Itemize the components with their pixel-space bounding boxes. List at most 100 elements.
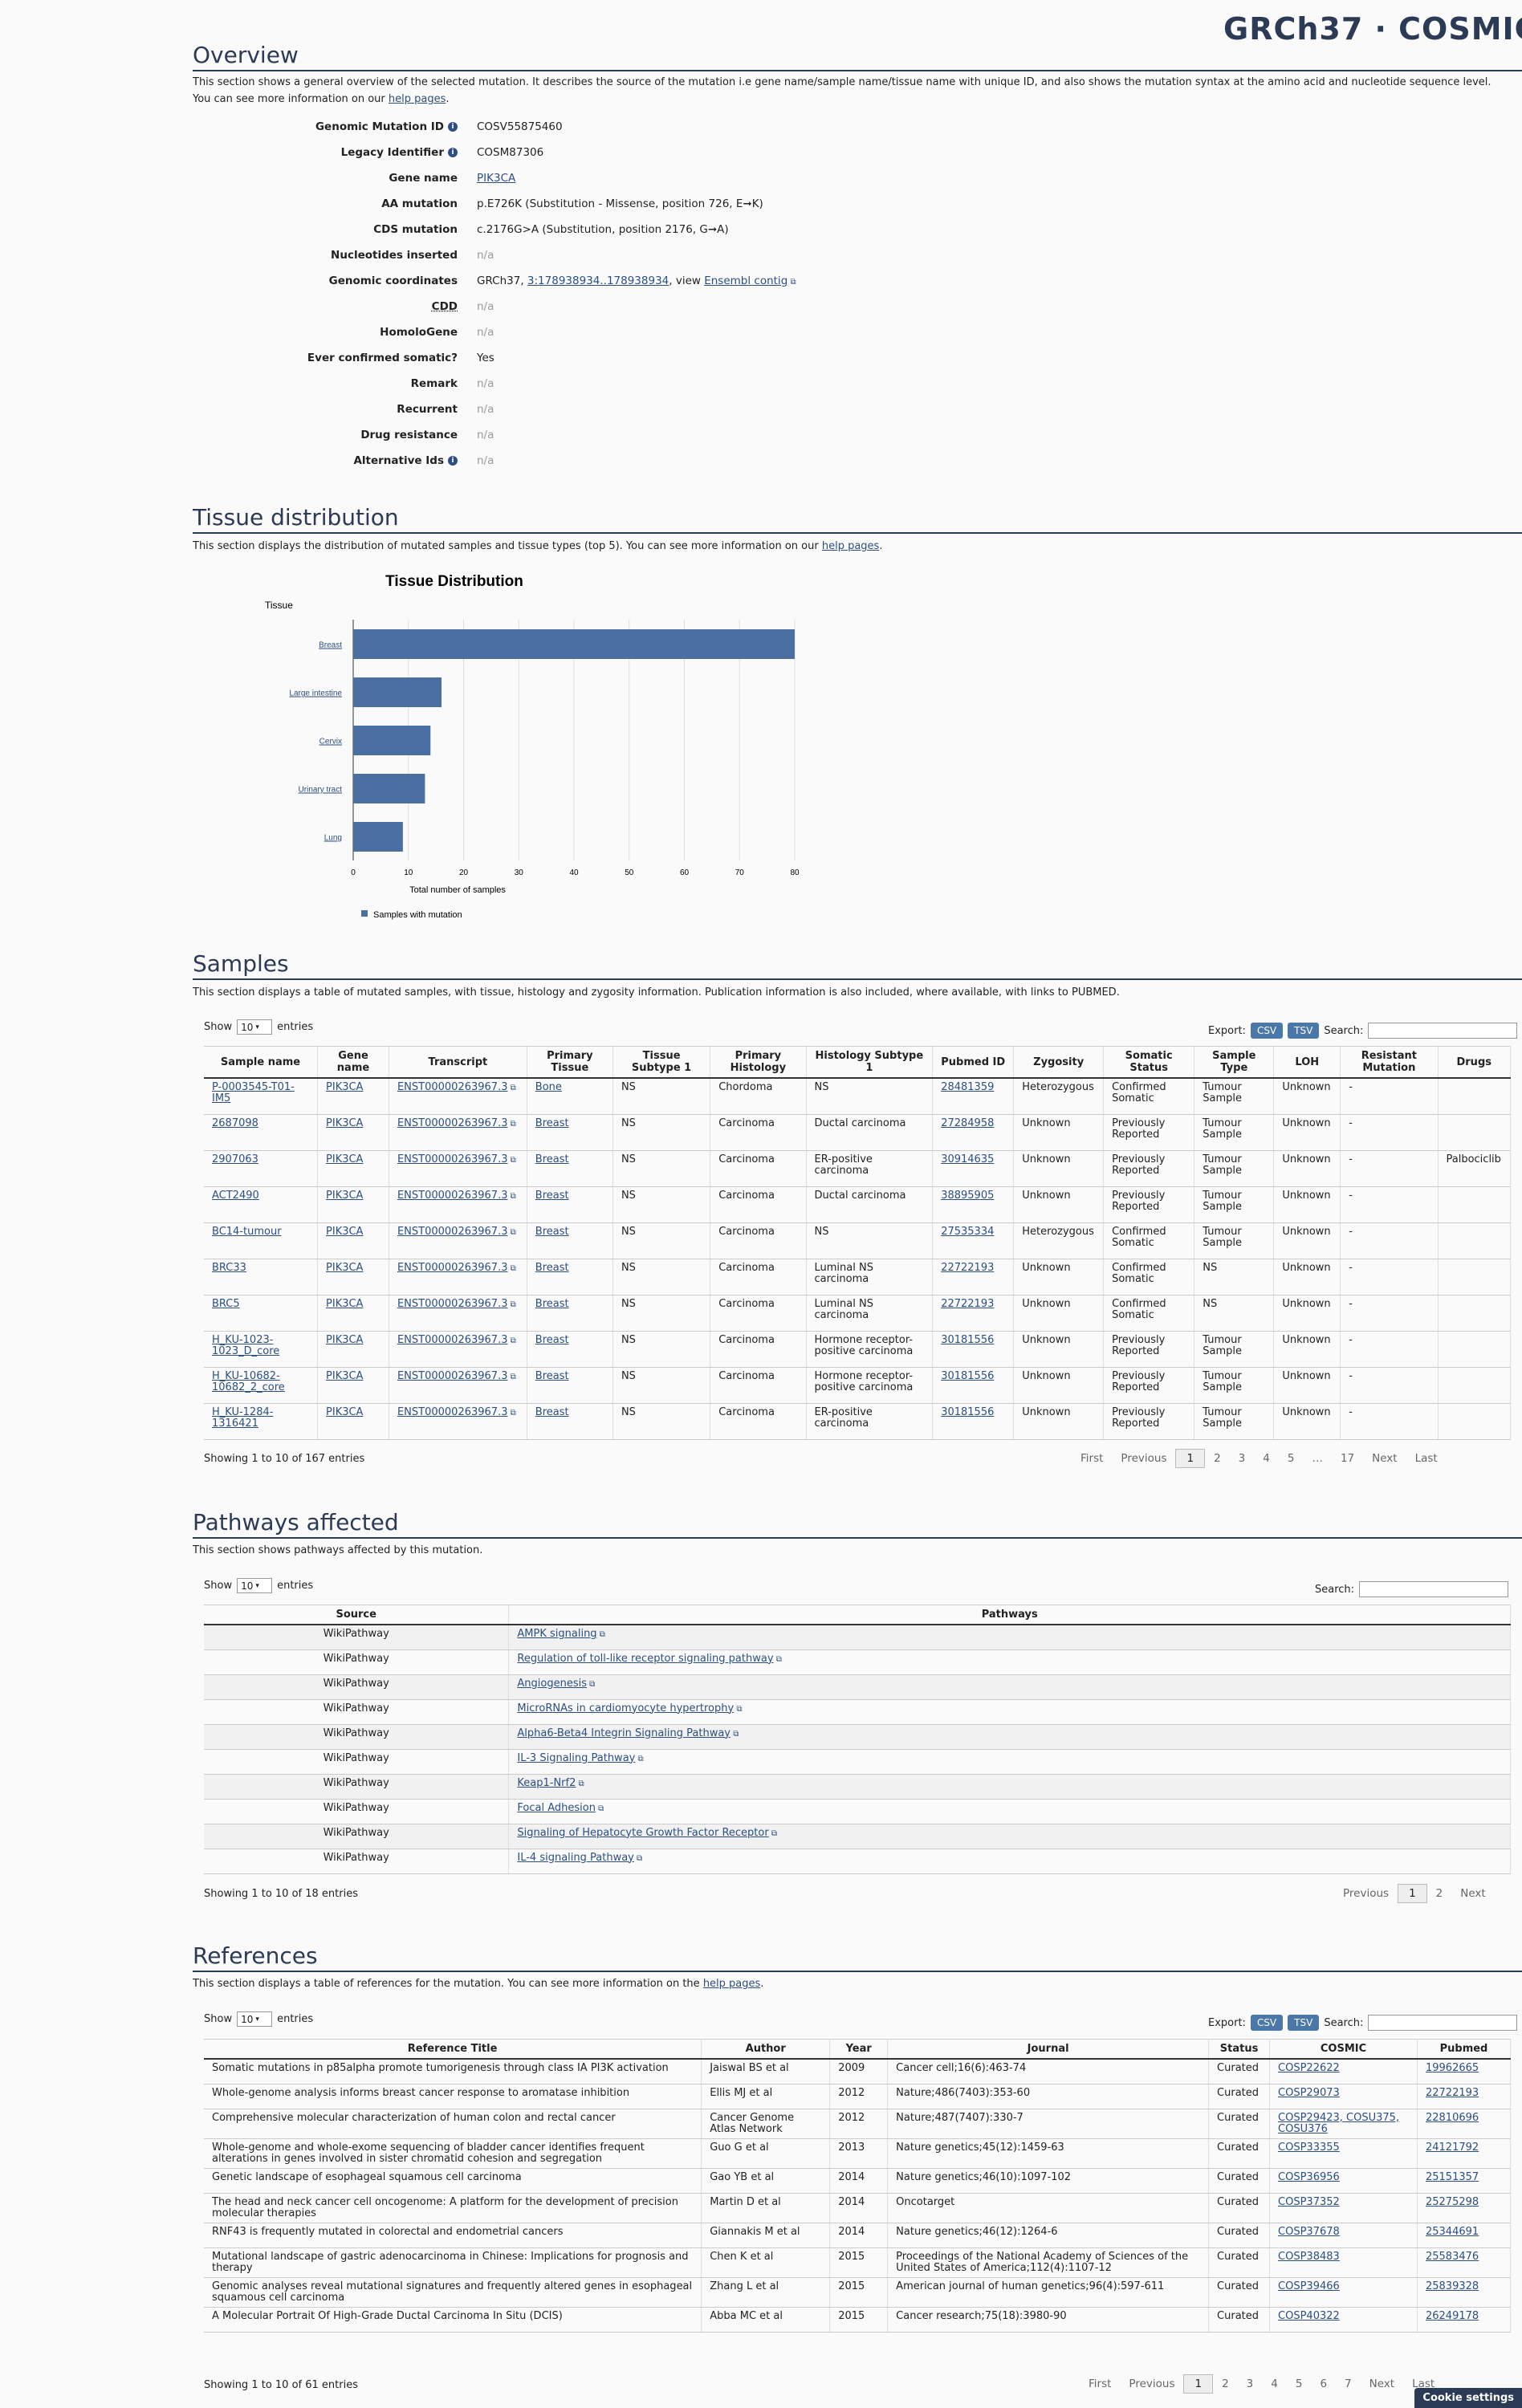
page-button[interactable]: 2 [1435,1887,1443,1900]
page-button[interactable]: Previous [1129,2377,1175,2390]
column-header[interactable]: Drugs [1438,1046,1511,1079]
table-link[interactable]: PIK3CA [326,1189,364,1202]
page-button[interactable]: 4 [1263,1452,1270,1465]
table-link[interactable]: ENST00000263967.3 [397,1297,508,1310]
tissue-help-link[interactable]: help pages [821,540,880,552]
table-link[interactable]: 25151357 [1425,2170,1479,2183]
table-link[interactable]: PIK3CA [326,1117,364,1129]
table-link[interactable]: 27284958 [941,1117,995,1129]
column-header[interactable]: Source [204,1605,510,1625]
column-header[interactable]: Zygosity [1013,1046,1105,1079]
table-link[interactable]: P-0003545-T01-IM5 [212,1081,295,1104]
page-button[interactable]: Next [1369,2377,1395,2390]
table-link[interactable]: PIK3CA [326,1297,364,1310]
column-header[interactable]: Pubmed [1417,2039,1512,2060]
ensembl-contig-link[interactable]: Ensembl contig [704,275,788,287]
column-header[interactable]: Gene name [317,1046,389,1079]
table-link[interactable]: 30181556 [941,1405,995,1418]
page-button[interactable]: Next [1460,1887,1486,1900]
table-link[interactable]: 27535334 [941,1225,995,1238]
table-link[interactable]: Breast [535,1297,569,1310]
table-link[interactable]: 28481359 [941,1081,995,1093]
table-link[interactable]: COSP37678 [1278,2225,1340,2238]
samples-tsv-button[interactable]: TSV [1288,1023,1320,1039]
column-header[interactable]: Transcript [389,1046,527,1079]
table-link[interactable]: IL-4 signaling Pathway [517,1851,634,1864]
table-link[interactable]: 25275298 [1425,2195,1479,2208]
table-link[interactable]: Alpha6-Beta4 Integrin Signaling Pathway [517,1727,731,1739]
pathways-page-size-select[interactable]: 10 ▾ [237,1578,273,1593]
chart-bar[interactable] [353,774,425,803]
column-header[interactable]: Year [829,2039,889,2060]
table-link[interactable]: ENST00000263967.3 [397,1225,508,1238]
page-button[interactable]: 3 [1238,1452,1246,1465]
table-link[interactable]: Regulation of toll-like receptor signali… [517,1652,774,1665]
references-tsv-button[interactable]: TSV [1288,2015,1320,2031]
table-link[interactable]: PIK3CA [326,1081,364,1093]
column-header[interactable]: Reference Title [204,2039,702,2060]
table-link[interactable]: PIK3CA [326,1405,364,1418]
table-link[interactable]: 22810696 [1425,2111,1479,2124]
page-button[interactable]: 1 [1398,1884,1427,1903]
page-button[interactable]: Next [1372,1452,1398,1465]
page-button[interactable]: 5 [1287,1452,1295,1465]
page-button[interactable]: Last [1412,2377,1435,2390]
table-link[interactable]: 30181556 [941,1333,995,1346]
table-link[interactable]: ENST00000263967.3 [397,1261,508,1274]
column-header[interactable]: COSMIC [1269,2039,1418,2060]
table-link[interactable]: Breast [535,1225,569,1238]
page-button[interactable]: 5 [1295,2377,1303,2390]
column-header[interactable]: LOH [1273,1046,1341,1079]
column-header[interactable]: Author [701,2039,831,2060]
page-button[interactable]: 1 [1175,1449,1206,1468]
column-header[interactable]: Pubmed ID [932,1046,1015,1079]
table-link[interactable]: Breast [535,1405,569,1418]
table-link[interactable]: H_KU-10682-10682_2_core [212,1369,285,1393]
table-link[interactable]: H_KU-1023-1023_D_core [212,1333,280,1357]
table-link[interactable]: 25344691 [1425,2225,1479,2238]
table-link[interactable]: 26249178 [1425,2309,1479,2322]
page-button[interactable]: Last [1414,1452,1438,1465]
pathways-search-input[interactable] [1359,1581,1509,1597]
table-link[interactable]: PIK3CA [326,1333,364,1346]
column-header[interactable]: Histology Subtype 1 [806,1046,934,1079]
references-help-link[interactable]: help pages [702,1978,761,1990]
table-link[interactable]: 22722193 [941,1297,995,1310]
table-link[interactable]: ENST00000263967.3 [397,1117,508,1129]
coordinates-link[interactable]: 3:178938934..178938934 [527,275,669,287]
page-button[interactable]: 6 [1320,2377,1328,2390]
table-link[interactable]: PIK3CA [326,1369,364,1382]
chart-category-label[interactable]: Urinary tract [299,786,343,795]
column-header[interactable]: Sample name [204,1046,319,1079]
table-link[interactable]: ENST00000263967.3 [397,1369,508,1382]
table-link[interactable]: Signaling of Hepatocyte Growth Factor Re… [517,1826,769,1839]
table-link[interactable]: PIK3CA [326,1225,364,1238]
page-button[interactable]: First [1080,1452,1104,1465]
table-link[interactable]: Breast [535,1333,569,1346]
samples-search-input[interactable] [1368,1023,1518,1039]
column-header[interactable]: Tissue Subtype 1 [612,1046,711,1079]
gene-link[interactable]: PIK3CA [477,172,516,185]
chart-category-label[interactable]: Lung [324,834,342,843]
page-button[interactable]: 4 [1271,2377,1278,2390]
table-link[interactable]: Breast [535,1261,569,1274]
column-header[interactable]: Primary Tissue [527,1046,613,1079]
table-link[interactable]: 30181556 [941,1369,995,1382]
table-link[interactable]: COSP36956 [1278,2170,1340,2183]
column-header[interactable]: Somatic Status [1103,1046,1195,1079]
info-icon[interactable]: i [448,148,458,157]
samples-page-size-select[interactable]: 10 ▾ [237,1019,273,1035]
page-button[interactable]: First [1089,2377,1112,2390]
column-header[interactable]: Status [1208,2039,1271,2060]
page-button[interactable]: Previous [1121,1452,1167,1465]
table-link[interactable]: BRC5 [212,1297,240,1310]
table-link[interactable]: COSP38483 [1278,2250,1340,2263]
chart-category-label[interactable]: Large intestine [289,689,342,698]
table-link[interactable]: COSP33355 [1278,2141,1340,2154]
table-link[interactable]: Angiogenesis [517,1677,587,1690]
chart-category-label[interactable]: Breast [319,641,342,650]
table-link[interactable]: MicroRNAs in cardiomyocyte hypertrophy [517,1702,735,1714]
column-header[interactable]: Resistant Mutation [1340,1046,1439,1079]
column-header[interactable]: Sample Type [1194,1046,1275,1079]
table-link[interactable]: IL-3 Signaling Pathway [517,1751,636,1764]
